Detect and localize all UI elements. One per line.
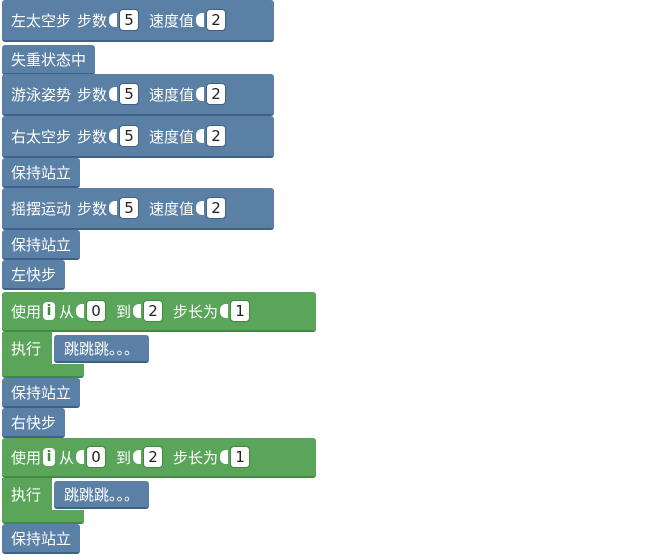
steps-label: 步数 — [77, 127, 108, 146]
use-label: 使用 — [11, 448, 42, 467]
to-label: 到 — [116, 302, 132, 321]
block-name: 右快步 — [11, 413, 57, 432]
motion-block[interactable]: 保持站立 — [2, 524, 81, 554]
steps-input[interactable]: 5 — [109, 197, 140, 219]
steps-input[interactable]: 5 — [109, 9, 140, 31]
motion-block[interactable]: 保持站立 — [2, 378, 81, 408]
steps-input[interactable]: 5 — [109, 83, 140, 105]
loop-variable[interactable]: i — [43, 448, 56, 466]
steps-label: 步数 — [77, 11, 108, 30]
block-name: 跳跳跳。。。 — [64, 485, 140, 504]
from-input[interactable]: 0 — [76, 446, 107, 468]
block-name: 游泳姿势 — [11, 85, 72, 104]
step-input[interactable]: 1 — [220, 300, 251, 322]
motion-block[interactable]: 保持站立 — [2, 230, 81, 260]
to-input[interactable]: 2 — [133, 300, 164, 322]
to-input[interactable]: 2 — [133, 446, 164, 468]
motion-block[interactable]: 左快步 — [2, 260, 66, 290]
motion-block[interactable]: 右太空步 步数 5 速度值 2 — [2, 116, 274, 158]
do-label: 执行 — [11, 485, 42, 504]
speed-input[interactable]: 2 — [196, 83, 227, 105]
from-label: 从 — [59, 448, 75, 467]
step-label: 步长为 — [173, 448, 219, 467]
steps-label: 步数 — [77, 85, 108, 104]
inner-motion-block[interactable]: 跳跳跳。。。 — [54, 481, 150, 509]
use-label: 使用 — [11, 302, 42, 321]
speed-label: 速度值 — [149, 199, 195, 218]
speed-input[interactable]: 2 — [196, 125, 227, 147]
motion-block[interactable]: 保持站立 — [2, 158, 81, 188]
step-input[interactable]: 1 — [220, 446, 251, 468]
inner-motion-block[interactable]: 跳跳跳。。。 — [54, 335, 150, 363]
block-name: 左快步 — [11, 265, 57, 284]
motion-block[interactable]: 左太空步 步数 5 速度值 2 — [2, 0, 274, 42]
loop-variable[interactable]: i — [43, 302, 56, 320]
to-label: 到 — [116, 448, 132, 467]
block-name: 保持站立 — [11, 163, 72, 182]
speed-input[interactable]: 2 — [196, 197, 227, 219]
motion-block[interactable]: 摇摆运动 步数 5 速度值 2 — [2, 188, 274, 230]
block-name: 跳跳跳。。。 — [64, 339, 140, 358]
steps-label: 步数 — [77, 199, 108, 218]
loop-do-section: 执行 — [2, 478, 52, 510]
block-name: 保持站立 — [11, 235, 72, 254]
speed-label: 速度值 — [149, 127, 195, 146]
loop-bottom — [2, 364, 84, 378]
do-label: 执行 — [11, 339, 42, 358]
step-label: 步长为 — [173, 302, 219, 321]
block-name: 保持站立 — [11, 383, 72, 402]
block-name: 保持站立 — [11, 529, 72, 548]
for-loop-block[interactable]: 使用 i 从 0 到 2 步长为 1 — [2, 438, 316, 478]
from-input[interactable]: 0 — [76, 300, 107, 322]
loop-bottom — [2, 510, 84, 524]
motion-block[interactable]: 游泳姿势 步数 5 速度值 2 — [2, 74, 274, 116]
motion-block[interactable]: 右快步 — [2, 408, 66, 438]
block-name: 失重状态中 — [11, 50, 87, 69]
motion-block[interactable]: 失重状态中 — [2, 45, 96, 75]
speed-label: 速度值 — [149, 11, 195, 30]
speed-input[interactable]: 2 — [196, 9, 227, 31]
block-name: 左太空步 — [11, 11, 72, 30]
speed-label: 速度值 — [149, 85, 195, 104]
block-name: 右太空步 — [11, 127, 72, 146]
block-name: 摇摆运动 — [11, 199, 72, 218]
steps-input[interactable]: 5 — [109, 125, 140, 147]
from-label: 从 — [59, 302, 75, 321]
loop-do-section: 执行 — [2, 332, 52, 364]
for-loop-block[interactable]: 使用 i 从 0 到 2 步长为 1 — [2, 292, 316, 332]
